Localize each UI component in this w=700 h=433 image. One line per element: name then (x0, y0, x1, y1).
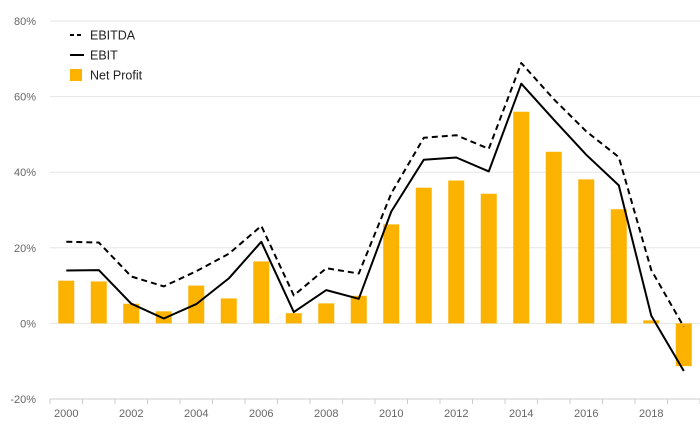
net-profit-bar (610, 209, 627, 324)
net-profit-bar (155, 311, 172, 324)
x-tick-label: 2008 (314, 408, 338, 420)
net-profit-bar (58, 280, 75, 324)
legend-label: Net Profit (90, 69, 143, 83)
net-profit-bar (253, 261, 270, 324)
x-tick-label: 2002 (119, 408, 143, 420)
net-profit-bar (545, 151, 562, 324)
x-tick-label: 2000 (54, 408, 78, 420)
ebit-line (66, 82, 685, 372)
ebitda-line (66, 62, 685, 328)
y-tick-label: -20% (10, 394, 36, 406)
net-profit-bar (448, 180, 465, 324)
x-tick-label: 2006 (249, 408, 273, 420)
y-tick-label: 60% (14, 92, 36, 104)
y-tick-label: 0% (20, 318, 36, 330)
axes: 80% 60% 40% 20% 0% -20% 2000 2002 2004 2006 2008 20… (10, 16, 700, 420)
x-tick-label: 2016 (574, 408, 598, 420)
x-tick-label: 2018 (639, 408, 663, 420)
net-profit-bar (643, 320, 660, 324)
legend: EBITDA EBIT Net Profit (70, 29, 143, 83)
net-profit-bar (123, 303, 140, 324)
x-tick-label: 2010 (379, 408, 403, 420)
net-profit-bar (415, 187, 432, 324)
net-profit-bar (220, 298, 237, 324)
net-profit-bars (58, 111, 692, 367)
x-tick-label: 2014 (509, 408, 533, 420)
net-profit-bar (513, 111, 530, 324)
x-tick-label: 2012 (444, 408, 468, 420)
net-profit-bar (383, 224, 400, 324)
net-profit-bar (675, 323, 692, 367)
y-tick-label: 20% (14, 243, 36, 255)
legend-swatch (70, 69, 82, 81)
line-series (66, 62, 685, 372)
net-profit-bar (318, 303, 335, 324)
net-profit-bar (480, 193, 497, 324)
legend-label: EBIT (90, 49, 118, 63)
net-profit-bar (90, 281, 107, 324)
net-profit-bar (350, 295, 367, 324)
y-tick-label: 80% (14, 16, 36, 28)
net-profit-bar (578, 179, 595, 324)
legend-label: EBITDA (90, 29, 136, 43)
x-tick-label: 2004 (184, 408, 208, 420)
net-profit-bar (285, 313, 302, 324)
gridlines (50, 20, 700, 324)
y-tick-label: 40% (14, 167, 36, 179)
